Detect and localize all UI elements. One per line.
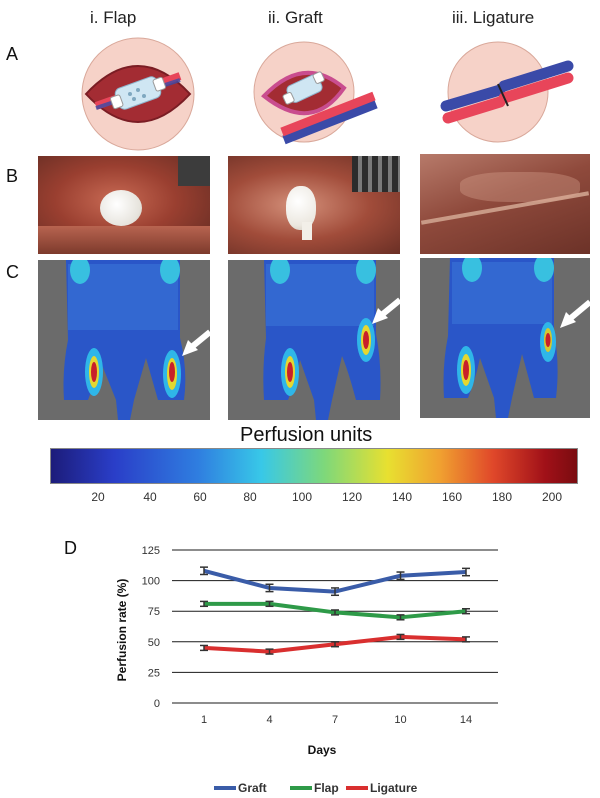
- x-tick-label: 10: [394, 714, 406, 726]
- y-tick-label: 100: [142, 576, 160, 588]
- colorbar-title: Perfusion units: [240, 424, 373, 446]
- column-title-ligature: iii. Ligature: [452, 8, 535, 27]
- column-title-flap: i. Flap: [90, 8, 137, 27]
- x-tick-label: 1: [201, 714, 207, 726]
- ligature-schematic: [440, 41, 574, 143]
- panel-d-label: D: [64, 538, 77, 558]
- colorbar-tick: 160: [441, 490, 463, 504]
- legend-label-flap: Flap: [314, 781, 339, 795]
- y-tick-label: 125: [142, 545, 160, 557]
- colorbar-tick: 20: [91, 490, 105, 504]
- flap-schematic: [81, 37, 195, 151]
- colorbar-tick: 120: [341, 490, 363, 504]
- flap-surgical-photo: [38, 156, 210, 254]
- x-axis-label: Days: [308, 743, 337, 757]
- colorbar-tick-labels: 20 40 60 80 100 120 140 160 180 200: [50, 490, 576, 506]
- graft-perfusion-image: [228, 260, 400, 420]
- colorbar-tick: 140: [391, 490, 413, 504]
- colorbar-tick: 200: [541, 490, 563, 504]
- y-tick-label: 75: [148, 606, 160, 618]
- y-tick-label: 25: [148, 667, 160, 679]
- column-title-graft: ii. Graft: [268, 8, 323, 27]
- y-axis-label: Perfusion rate (%): [115, 579, 129, 682]
- panel-b-label: B: [6, 166, 19, 186]
- colorbar-tick: 100: [291, 490, 313, 504]
- colorbar-tick: 40: [143, 490, 157, 504]
- perfusion-colorbar: [50, 448, 578, 484]
- ligature-perfusion-image: [420, 258, 590, 418]
- panel-c-label: C: [6, 262, 19, 282]
- graft-surgical-photo: [228, 156, 400, 254]
- legend-label-ligature: Ligature: [370, 781, 418, 795]
- colorbar-tick: 80: [243, 490, 257, 504]
- colorbar-tick: 60: [193, 490, 207, 504]
- graft-schematic: [253, 41, 378, 145]
- colorbar-tick: 180: [491, 490, 513, 504]
- flap-perfusion-image: [38, 260, 210, 420]
- legend-label-graft: Graft: [238, 781, 267, 795]
- x-tick-label: 7: [332, 714, 338, 726]
- y-tick-label: 50: [148, 637, 160, 649]
- x-tick-label: 4: [266, 714, 272, 726]
- panel-a-label: A: [6, 44, 19, 64]
- y-tick-label: 0: [154, 698, 160, 710]
- x-tick-label: 14: [460, 714, 472, 726]
- ligature-surgical-photo: [420, 154, 590, 254]
